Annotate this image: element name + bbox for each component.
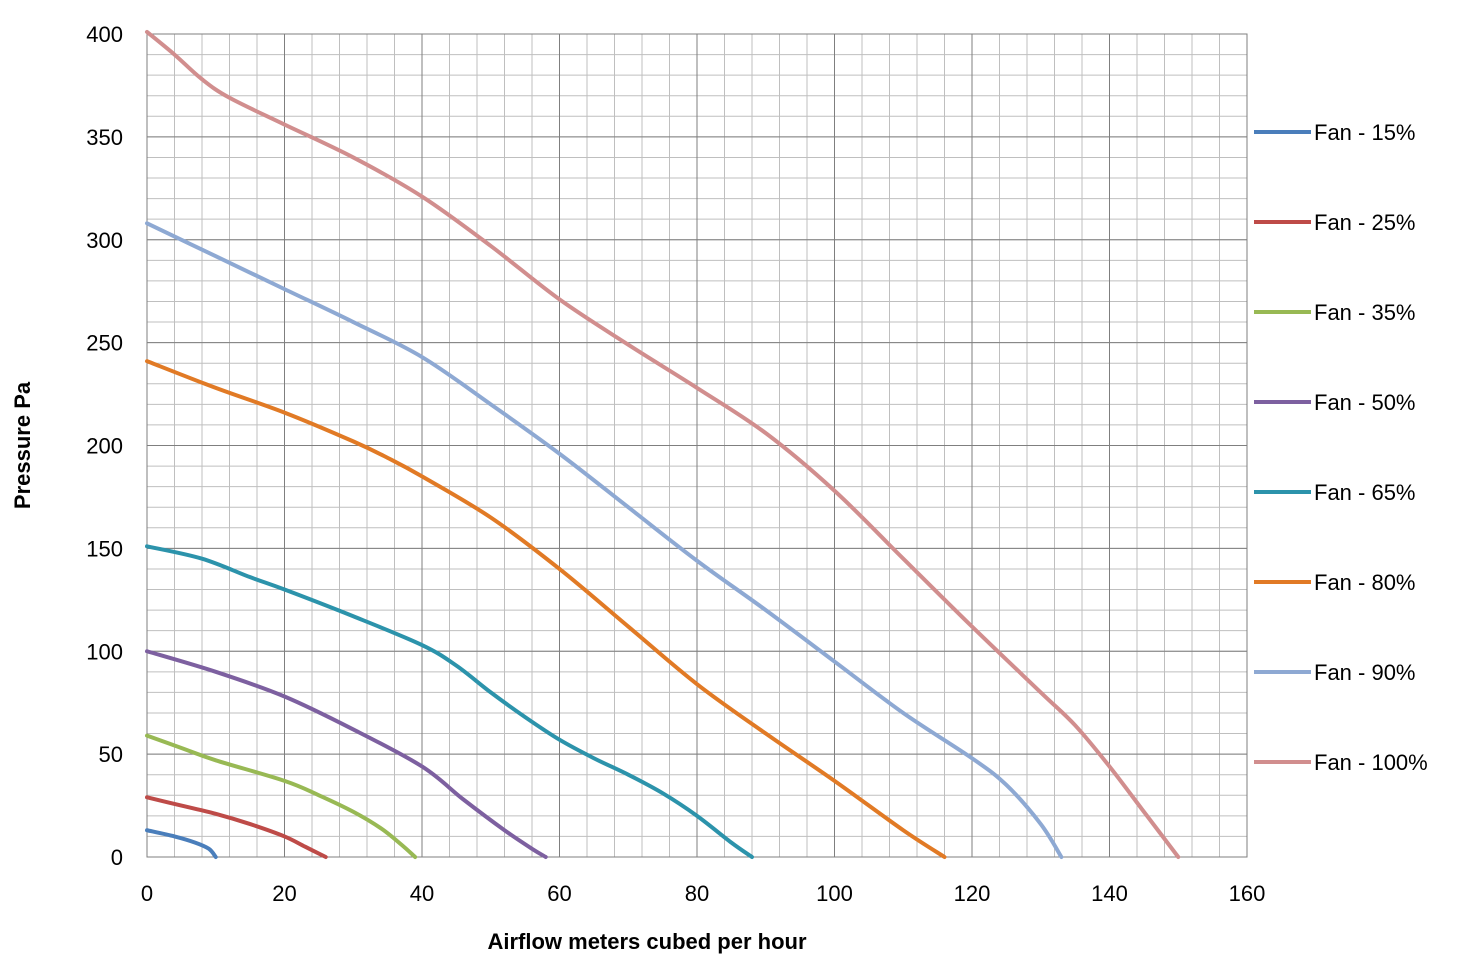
x-tick-label: 140 (1091, 881, 1128, 906)
legend-label-1: Fan - 25% (1314, 210, 1416, 235)
x-tick-label: 100 (816, 881, 853, 906)
y-tick-label: 100 (86, 639, 123, 664)
legend-label-7: Fan - 100% (1314, 750, 1428, 775)
series-line-6 (145, 221, 1064, 859)
legend-label-4: Fan - 65% (1314, 480, 1416, 505)
series-lines (145, 29, 1181, 859)
y-tick-label: 400 (86, 22, 123, 47)
legend: Fan - 15% Fan - 25% Fan - 35% Fan - 50% Fan … (1254, 120, 1428, 775)
y-tick-label: 200 (86, 434, 123, 459)
y-axis-title: Pressure Pa (10, 381, 35, 509)
x-axis-tick-labels: 0 20 40 60 80 100 120 140 160 (141, 881, 1265, 906)
series-line-0 (145, 828, 218, 859)
x-tick-label: 60 (547, 881, 571, 906)
x-tick-label: 160 (1229, 881, 1266, 906)
series-line-2 (145, 733, 418, 859)
x-axis-title: Airflow meters cubed per hour (487, 929, 806, 954)
x-tick-label: 20 (272, 881, 296, 906)
series-line-7 (145, 29, 1181, 859)
y-tick-label: 350 (86, 125, 123, 150)
y-tick-label: 150 (86, 536, 123, 561)
y-tick-label: 0 (111, 845, 123, 870)
series-line-5 (145, 359, 947, 859)
legend-label-0: Fan - 15% (1314, 120, 1416, 145)
y-tick-label: 300 (86, 228, 123, 253)
y-tick-label: 250 (86, 331, 123, 356)
y-axis-tick-labels: 0 50 100 150 200 250 300 350 400 (86, 22, 123, 870)
x-tick-label: 80 (685, 881, 709, 906)
y-tick-label: 50 (99, 742, 123, 767)
legend-label-3: Fan - 50% (1314, 390, 1416, 415)
x-tick-label: 0 (141, 881, 153, 906)
legend-label-2: Fan - 35% (1314, 300, 1416, 325)
series-line-1 (145, 795, 328, 859)
legend-label-6: Fan - 90% (1314, 660, 1416, 685)
legend-label-5: Fan - 80% (1314, 570, 1416, 595)
series-line-4 (145, 544, 754, 859)
plot-area-border (146, 33, 1248, 858)
x-tick-label: 120 (954, 881, 991, 906)
x-tick-label: 40 (410, 881, 434, 906)
series-line-3 (145, 649, 548, 859)
